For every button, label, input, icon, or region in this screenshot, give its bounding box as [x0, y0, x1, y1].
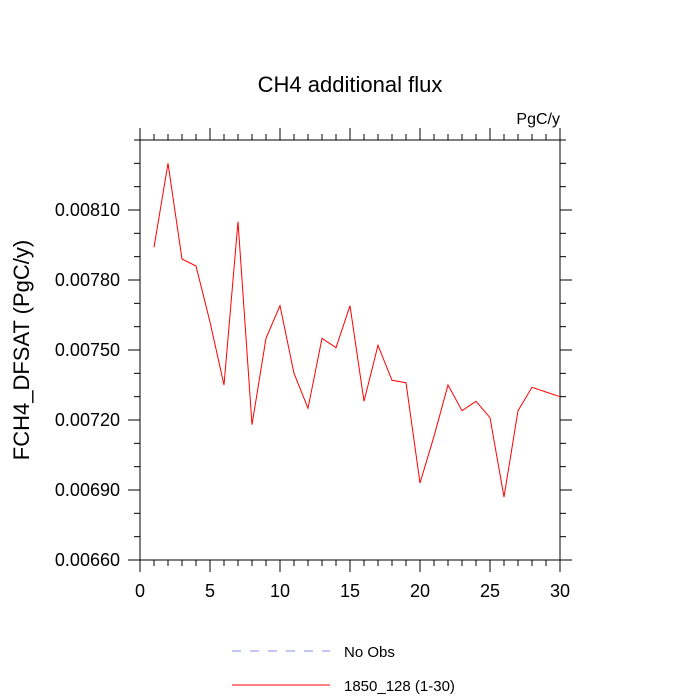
legend: No Obs 1850_128 (1-30)	[232, 644, 455, 695]
x-tick-label: 30	[550, 581, 570, 601]
x-tick-label: 20	[410, 581, 430, 601]
axis-ticks	[128, 128, 572, 572]
x-tick-label: 25	[480, 581, 500, 601]
legend-label: 1850_128 (1-30)	[344, 678, 455, 695]
y-tick-label: 0.00750	[55, 340, 120, 360]
y-tick-label: 0.00690	[55, 480, 120, 500]
x-tick-label: 10	[270, 581, 290, 601]
chart-title: CH4 additional flux	[258, 72, 443, 97]
x-tick-label: 0	[135, 581, 145, 601]
y-tick-label: 0.00720	[55, 410, 120, 430]
series-line	[153, 163, 561, 498]
plot-frame	[139, 139, 561, 561]
y-tick-label: 0.00810	[55, 200, 120, 220]
series-group	[153, 163, 561, 498]
x-tick-label: 15	[340, 581, 360, 601]
y-tick-label: 0.00780	[55, 270, 120, 290]
y-tick-label: 0.00660	[55, 550, 120, 570]
y-axis-label: FCH4_DFSAT (PgC/y)	[9, 240, 34, 460]
x-tick-label: 5	[205, 581, 215, 601]
units-label: PgC/y	[516, 111, 560, 128]
tick-labels: 0 5 10 15 20 25 30 0.00660 0.00690 0.00720 0.00750…	[55, 200, 570, 601]
legend-label: No Obs	[344, 644, 395, 661]
